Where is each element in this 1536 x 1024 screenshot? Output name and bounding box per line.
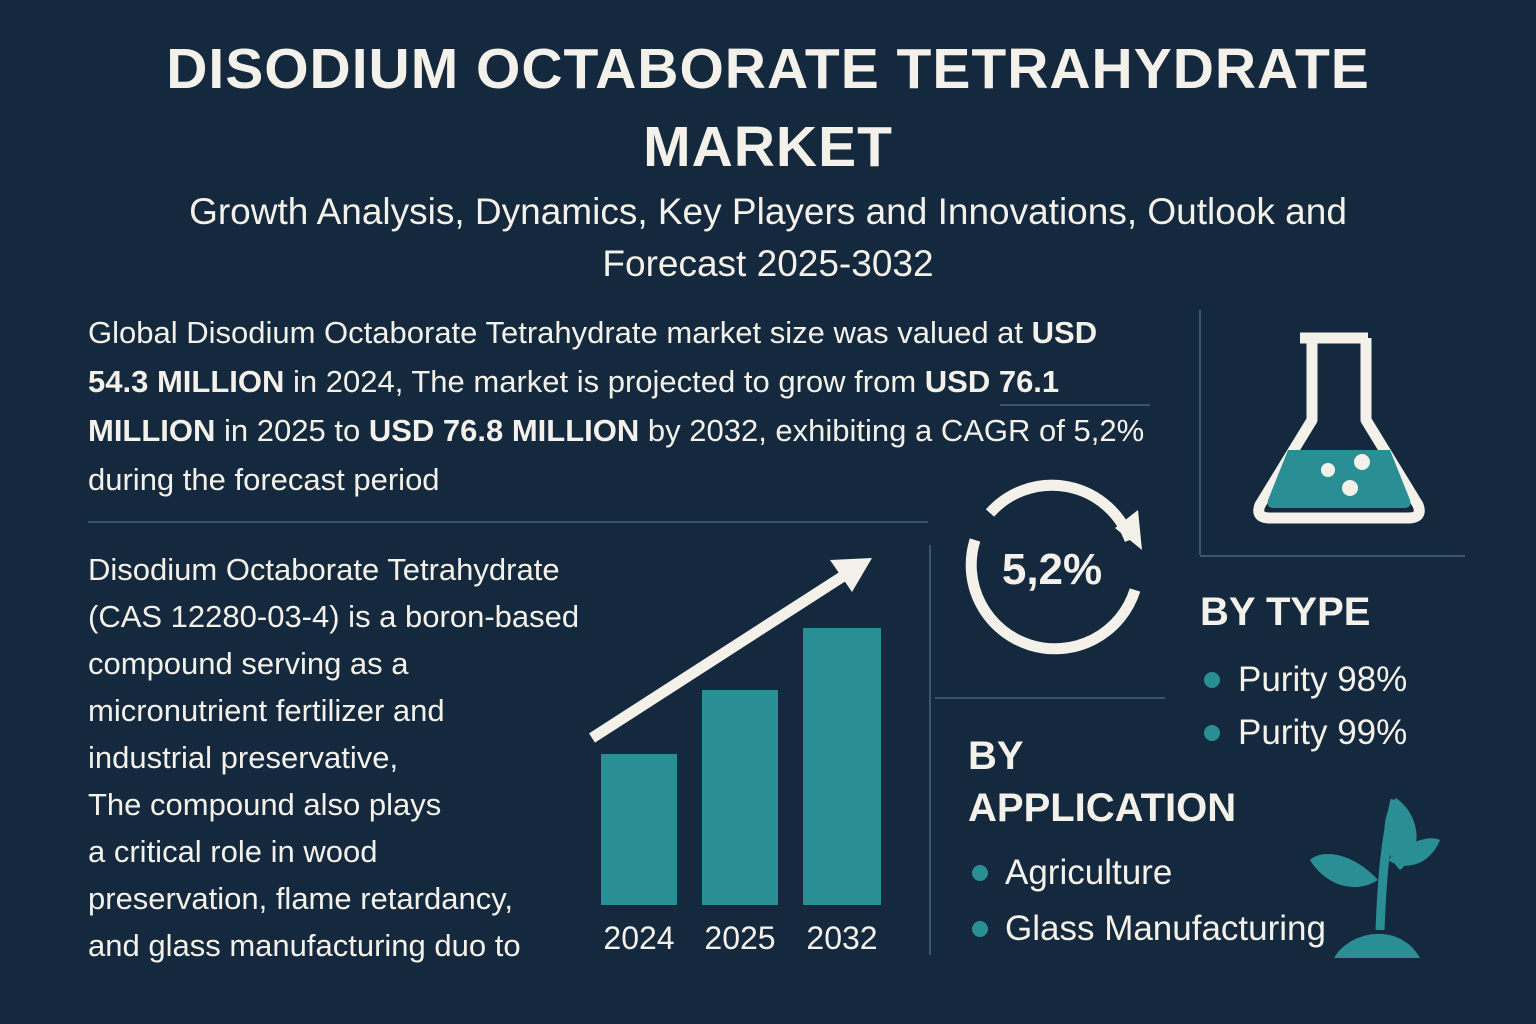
bar-illustration — [601, 754, 677, 905]
year-label: 2025 — [704, 920, 776, 956]
section-heading: BY APPLICATION — [968, 734, 1237, 830]
year-label: 2032 — [806, 920, 878, 956]
flask-icon — [1253, 332, 1425, 524]
cagr-value: 5,2% — [1001, 545, 1103, 594]
year-label: 2024 — [603, 920, 675, 956]
text-run: by 2032, exhibiting a CAGR of 5,2% durin… — [88, 413, 1145, 497]
text-run: Global Disodium Octaborate Tetrahydrate … — [88, 315, 1032, 350]
list-item: Agriculture — [1005, 853, 1173, 892]
list-item: Glass Manufacturing — [1005, 909, 1326, 948]
description-line: compound serving as a — [88, 646, 409, 681]
bar-illustration — [803, 628, 881, 905]
section-heading: BY TYPE — [1200, 590, 1371, 634]
subtitle: Growth Analysis, Dynamics, Key Players a… — [189, 191, 1347, 284]
highlight: USD 76.8 MILLION — [368, 413, 640, 448]
description-line: industrial preservative, — [88, 740, 399, 775]
description-line: and glass manufacturing duo to — [88, 928, 521, 963]
description-line: micronutrient fertilizer and — [88, 693, 445, 728]
description-line: a critical role in wood — [88, 834, 378, 869]
cycle-icon — [965, 479, 1142, 655]
description-line: Disodium Octaborate Tetrahydrate — [88, 552, 560, 587]
highlight: USD 54.3 MILLION — [88, 315, 1098, 399]
bullet — [972, 865, 988, 881]
text-run: in 2024, The market is projected to grow… — [284, 364, 925, 399]
description-line: The compound also plays — [88, 787, 442, 822]
description-line: (CAS 12280-03-4) is a boron-based — [88, 599, 580, 634]
list-item: Purity 99% — [1238, 713, 1408, 752]
bullet — [1204, 672, 1220, 688]
text-run: in 2025 to — [215, 413, 369, 448]
bullet — [1204, 725, 1220, 741]
description: Disodium Octaborate Tetrahydrate (CAS 122… — [88, 546, 579, 969]
trend-arrow — [589, 558, 872, 743]
description-line: preservation, flame retardancy, — [88, 881, 514, 916]
title: DISODIUM OCTABORATE TETRAHYDRATE MARKET — [166, 37, 1370, 179]
summary: Global Disodium Octaborate Tetrahydrate … — [88, 308, 1163, 504]
list-item: Purity 98% — [1238, 660, 1408, 699]
bullet — [972, 921, 988, 937]
plant-icon — [1310, 798, 1440, 958]
highlight: USD 76.1 MILLION — [88, 364, 1060, 448]
bar-illustration — [702, 690, 778, 905]
